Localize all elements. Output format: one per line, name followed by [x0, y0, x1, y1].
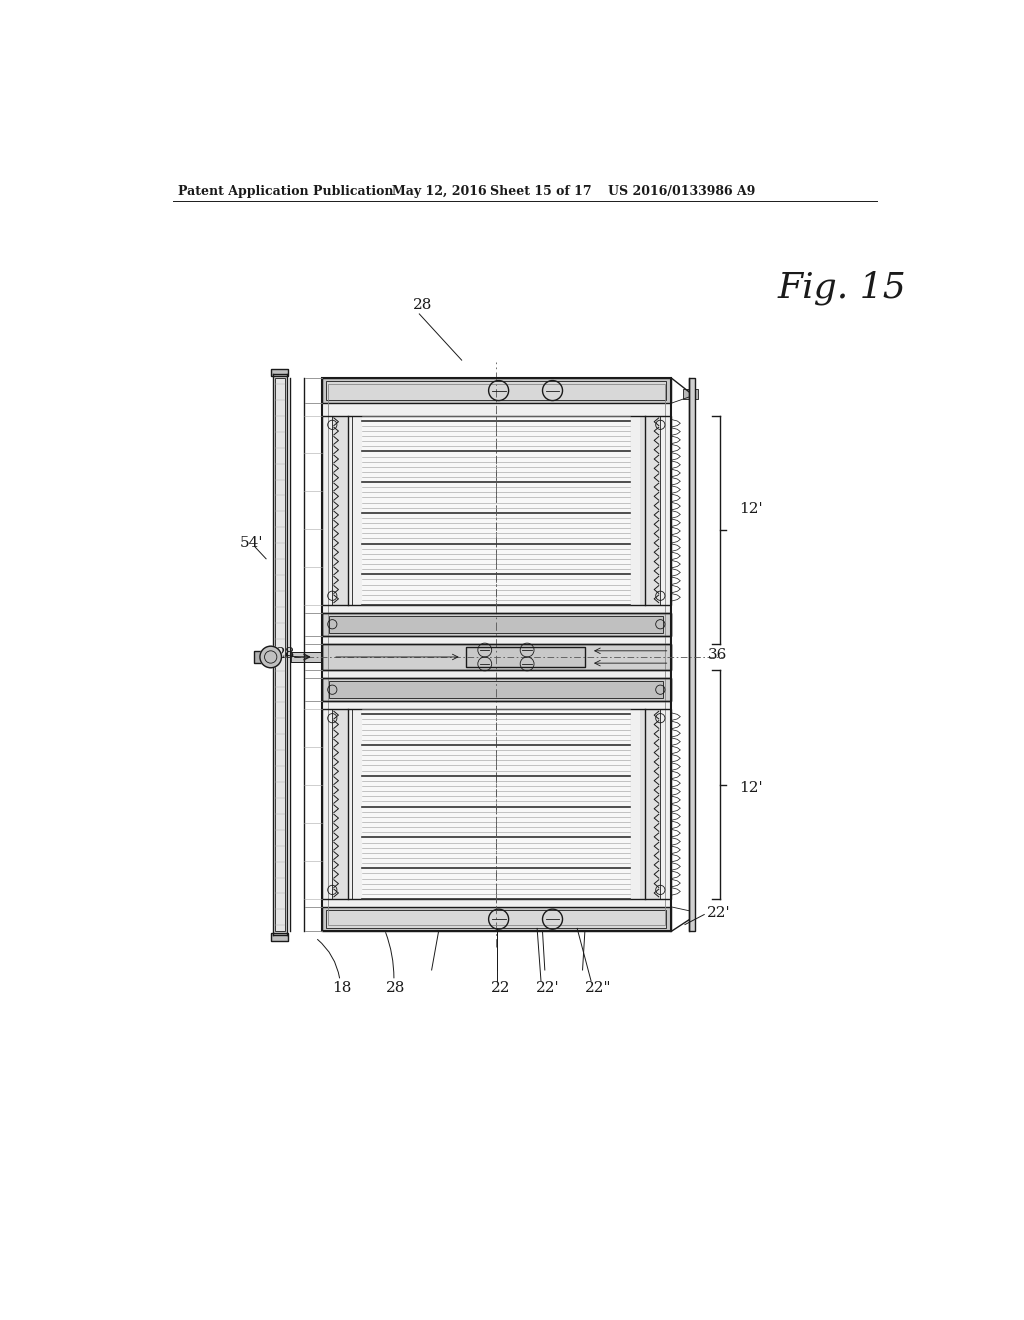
Text: Fig. 15: Fig. 15: [777, 271, 906, 305]
Text: 28: 28: [276, 647, 296, 660]
Bar: [322, 907, 671, 932]
Bar: [322, 378, 671, 932]
Bar: [271, 933, 289, 941]
Bar: [322, 612, 671, 636]
Text: 28: 28: [413, 298, 432, 313]
Bar: [640, 416, 660, 605]
Bar: [330, 615, 664, 632]
Bar: [328, 384, 665, 925]
Bar: [271, 368, 289, 376]
Text: 12': 12': [739, 781, 763, 795]
Bar: [274, 378, 286, 932]
Circle shape: [260, 647, 282, 668]
Bar: [254, 651, 263, 663]
Bar: [271, 368, 289, 376]
Bar: [322, 678, 671, 701]
Bar: [326, 909, 667, 928]
Bar: [361, 709, 630, 899]
Bar: [322, 416, 671, 605]
Text: 54': 54': [240, 536, 263, 550]
Bar: [689, 378, 695, 932]
Text: 18: 18: [333, 982, 351, 995]
Text: 22: 22: [490, 982, 510, 995]
Text: Patent Application Publication: Patent Application Publication: [178, 185, 394, 198]
Bar: [466, 647, 585, 668]
Bar: [271, 933, 289, 941]
Bar: [322, 644, 671, 671]
Bar: [348, 709, 352, 899]
Bar: [361, 416, 630, 605]
Text: May 12, 2016: May 12, 2016: [392, 185, 487, 198]
Bar: [254, 651, 263, 663]
Text: 22": 22": [585, 982, 611, 995]
Text: 28: 28: [386, 982, 406, 995]
Bar: [326, 381, 667, 400]
Bar: [291, 652, 322, 661]
Bar: [330, 681, 664, 698]
Text: Sheet 15 of 17: Sheet 15 of 17: [490, 185, 592, 198]
Text: 22': 22': [707, 906, 730, 920]
Bar: [683, 389, 698, 400]
Bar: [322, 709, 671, 899]
Bar: [273, 374, 287, 936]
Bar: [333, 416, 348, 605]
Bar: [640, 709, 660, 899]
Text: 12': 12': [739, 502, 763, 516]
Bar: [322, 378, 671, 932]
Bar: [322, 612, 671, 636]
Text: 22': 22': [537, 982, 560, 995]
Bar: [466, 647, 585, 668]
Bar: [322, 378, 671, 404]
Text: 36: 36: [708, 648, 727, 663]
Bar: [333, 709, 348, 899]
Bar: [348, 416, 352, 605]
Bar: [689, 378, 695, 932]
Text: US 2016/0133986 A9: US 2016/0133986 A9: [608, 185, 756, 198]
Bar: [322, 678, 671, 701]
Bar: [322, 644, 671, 671]
